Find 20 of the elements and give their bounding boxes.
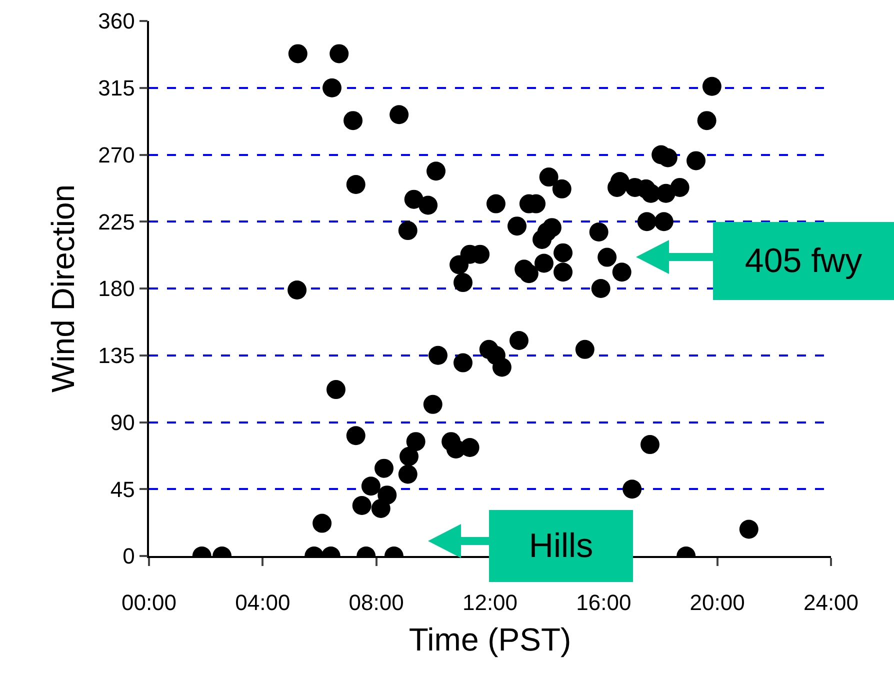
y-axis-title: Wind Direction <box>44 184 81 393</box>
annotation: 405 fwy <box>713 222 894 300</box>
y-tick-label: 45 <box>110 476 135 502</box>
y-tick-label: 0 <box>122 544 135 569</box>
x-tick-label: 08:00 <box>348 590 404 616</box>
x-tick-label: 00:00 <box>121 590 177 616</box>
y-tick-label: 315 <box>98 76 135 101</box>
y-tick-label: 360 <box>98 8 135 34</box>
y-tick-label: 270 <box>98 142 135 168</box>
annotation: Hills <box>489 510 633 582</box>
y-tick-label: 225 <box>98 209 135 234</box>
y-tick-label: 180 <box>98 276 135 302</box>
y-tick-label: 135 <box>98 343 135 368</box>
x-tick-label: 24:00 <box>803 590 859 616</box>
x-axis-title: Time (PST) <box>408 622 572 658</box>
x-tick-label: 12:00 <box>462 590 518 616</box>
x-tick-label: 04:00 <box>235 590 290 616</box>
x-tick-label: 16:00 <box>576 590 632 616</box>
y-tick-label: 90 <box>110 410 135 435</box>
x-tick-label: 20:00 <box>690 590 745 616</box>
